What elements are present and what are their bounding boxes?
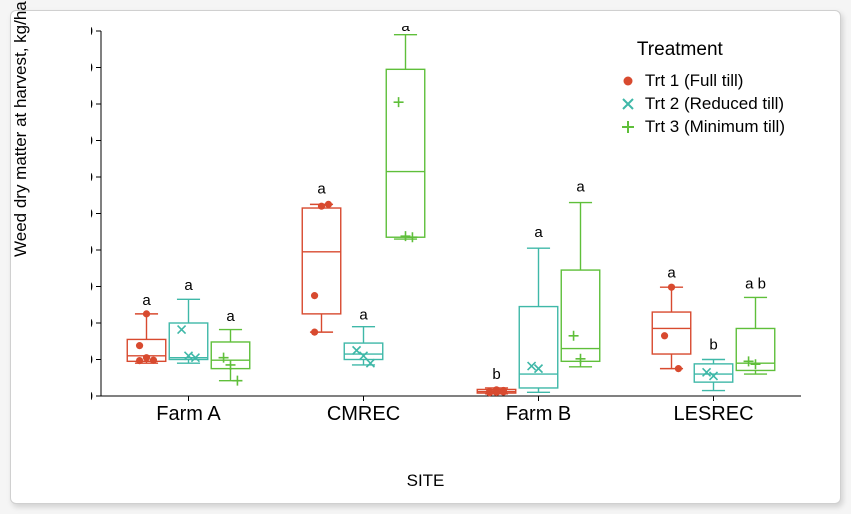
svg-text:a: a [576,179,585,196]
svg-text:Farm B: Farm B [506,403,572,425]
svg-text:9000: 9000 [91,60,93,77]
chart-card: Weed dry matter at harvest, kg/ha 010002… [10,10,841,504]
legend-item: Trt 3 (Minimum till) [619,117,785,137]
svg-text:a b: a b [745,275,766,292]
svg-text:b: b [709,336,717,353]
svg-text:Farm A: Farm A [156,403,221,425]
legend-marker-icon [619,120,637,134]
svg-text:8000: 8000 [91,96,93,113]
svg-text:CMREC: CMREC [327,403,400,425]
svg-text:b: b [492,366,500,383]
legend: Treatment Trt 1 (Full till) Trt 2 (Reduce… [619,39,785,140]
svg-text:a: a [317,180,326,197]
svg-text:a: a [534,224,543,241]
legend-item: Trt 2 (Reduced till) [619,94,785,114]
legend-label: Trt 3 (Minimum till) [645,117,785,137]
legend-marker-icon [619,97,637,111]
y-axis-title: Weed dry matter at harvest, kg/ha [11,1,31,257]
svg-text:4000: 4000 [91,242,93,259]
svg-text:LESREC: LESREC [673,403,753,425]
legend-title: Treatment [637,39,785,61]
svg-text:3000: 3000 [91,279,93,296]
legend-label: Trt 1 (Full till) [645,71,744,91]
svg-text:1000: 1000 [91,352,93,369]
svg-text:a: a [401,26,410,35]
svg-text:7000: 7000 [91,133,93,150]
svg-text:a: a [184,277,193,294]
svg-text:0: 0 [91,388,93,405]
svg-text:a: a [667,264,676,281]
x-axis-title: SITE [407,471,445,491]
legend-item: Trt 1 (Full till) [619,71,785,91]
svg-text:2000: 2000 [91,315,93,332]
legend-label: Trt 2 (Reduced till) [645,94,784,114]
svg-text:a: a [359,306,368,323]
svg-text:a: a [226,308,235,325]
svg-text:10000: 10000 [91,26,93,40]
svg-text:6000: 6000 [91,169,93,186]
svg-text:a: a [142,292,151,309]
svg-text:5000: 5000 [91,206,93,223]
legend-marker-icon [619,74,637,88]
